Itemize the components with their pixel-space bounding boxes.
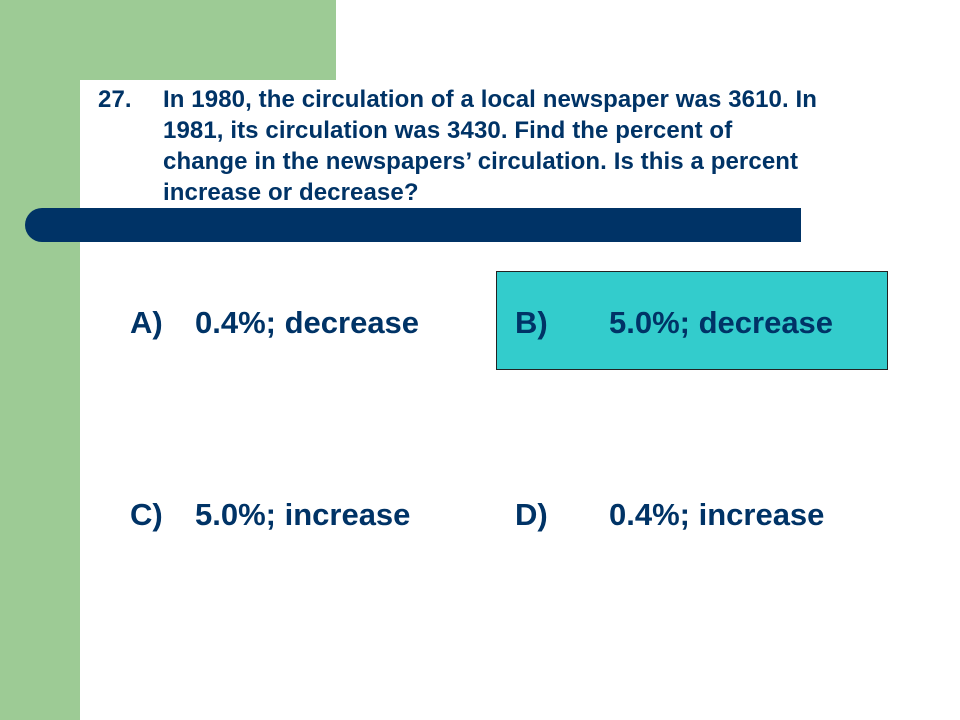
choice-b-answer: 5.0%; decrease xyxy=(609,305,834,340)
choice-c[interactable]: C) 5.0%; increase xyxy=(130,497,460,537)
title-divider-bar xyxy=(25,208,801,242)
answer-highlight-box xyxy=(496,271,888,370)
question-number: 27. xyxy=(98,86,132,113)
choice-d-letter: D) xyxy=(515,497,548,532)
choice-b-letter: B) xyxy=(515,305,548,340)
choice-c-letter: C) xyxy=(130,497,163,532)
green-sidebar-band xyxy=(0,0,80,720)
choice-a-letter: A) xyxy=(130,305,163,340)
choice-a[interactable]: A) 0.4%; decrease xyxy=(130,305,460,345)
choice-b[interactable]: B) 5.0%; decrease xyxy=(515,305,875,345)
choice-a-answer: 0.4%; decrease xyxy=(195,305,420,340)
green-top-band xyxy=(80,0,336,80)
question-block: 27. In 1980, the circulation of a local … xyxy=(98,84,960,208)
rounded-content-corner xyxy=(80,80,336,210)
choice-c-answer: 5.0%; increase xyxy=(195,497,411,532)
choice-d[interactable]: D) 0.4%; increase xyxy=(515,497,875,537)
question-text: In 1980, the circulation of a local news… xyxy=(163,86,818,206)
choice-d-answer: 0.4%; increase xyxy=(609,497,825,532)
